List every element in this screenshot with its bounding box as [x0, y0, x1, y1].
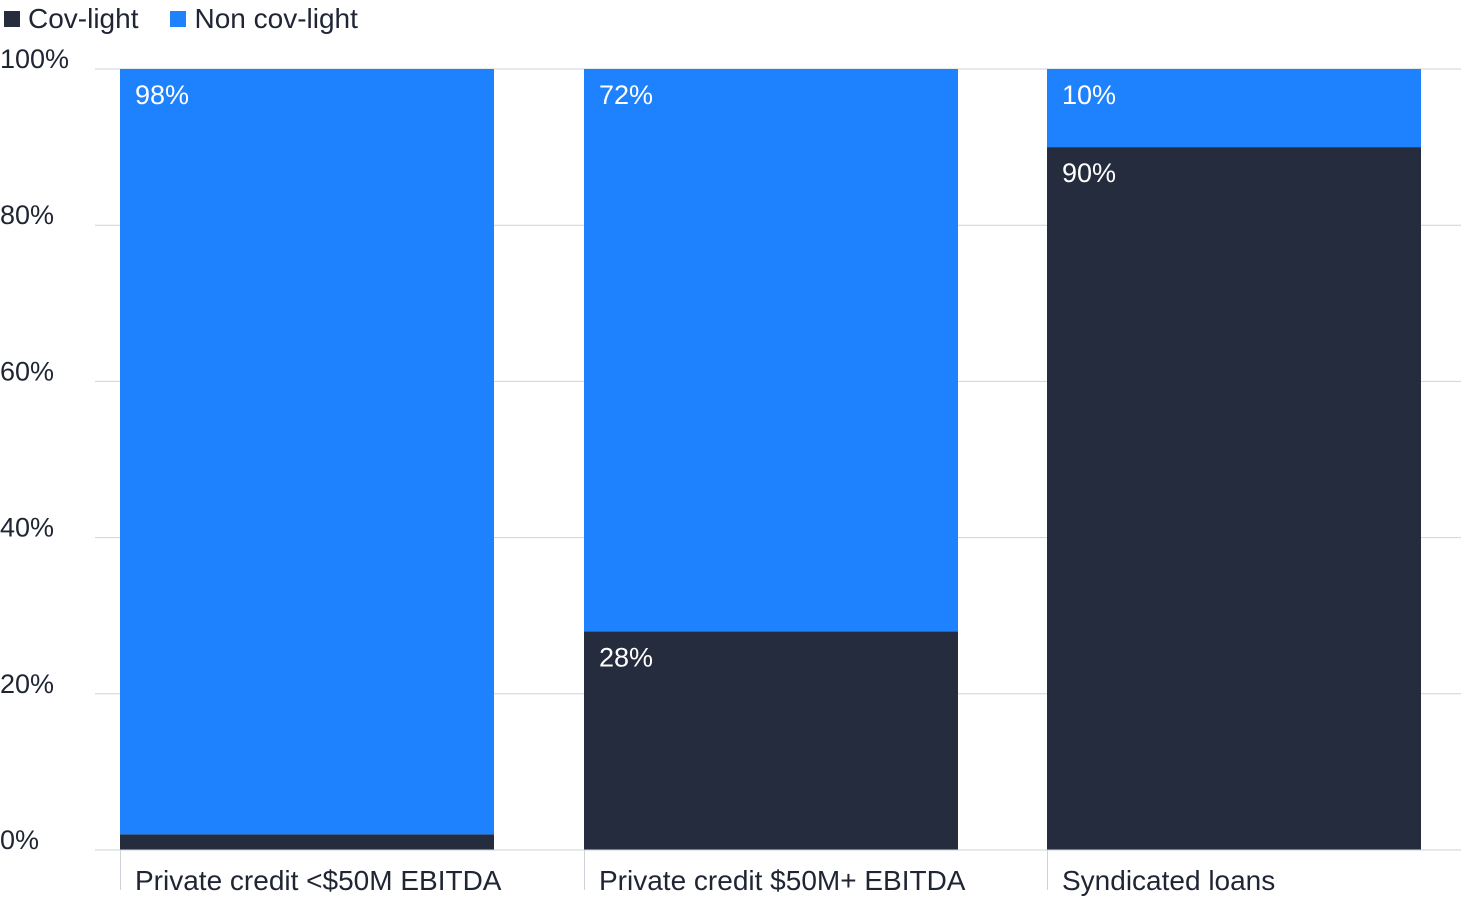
y-tick-label-80: 80% — [0, 200, 54, 230]
x-tick-label-2: Syndicated loans — [1062, 865, 1275, 896]
data-label-non-cov-light-2: 10% — [1062, 80, 1116, 110]
x-tick-label-0: Private credit <$50M EBITDA — [135, 865, 502, 896]
legend-label-cov-light: Cov-light — [28, 3, 139, 34]
x-tick-label-1: Private credit $50M+ EBITDA — [599, 865, 966, 896]
data-label-cov-light-1: 28% — [599, 642, 653, 672]
legend-swatch-cov-light — [4, 11, 20, 27]
bar-non-cov-light-0 — [120, 69, 494, 835]
legend-item-non-cov-light: Non cov-light — [170, 2, 358, 36]
y-tick-label-0: 0% — [0, 825, 39, 855]
data-label-cov-light-2: 90% — [1062, 158, 1116, 188]
bar-non-cov-light-1 — [584, 69, 958, 632]
bar-cov-light-1 — [584, 631, 958, 850]
y-tick-label-60: 60% — [0, 356, 54, 386]
y-tick-label-20: 20% — [0, 669, 54, 699]
data-label-non-cov-light-0: 98% — [135, 80, 189, 110]
y-tick-label-100: 100% — [0, 44, 69, 74]
legend-swatch-non-cov-light — [170, 11, 187, 27]
bar-cov-light-0 — [120, 834, 494, 850]
legend-label-non-cov-light: Non cov-light — [194, 3, 358, 34]
chart-legend: Cov-light Non cov-light — [4, 2, 358, 36]
bar-cov-light-2 — [1047, 147, 1421, 851]
legend-item-cov-light: Cov-light — [4, 2, 138, 36]
data-label-non-cov-light-1: 72% — [599, 80, 653, 110]
y-tick-label-40: 40% — [0, 513, 54, 543]
bar-non-cov-light-2 — [1047, 69, 1421, 148]
